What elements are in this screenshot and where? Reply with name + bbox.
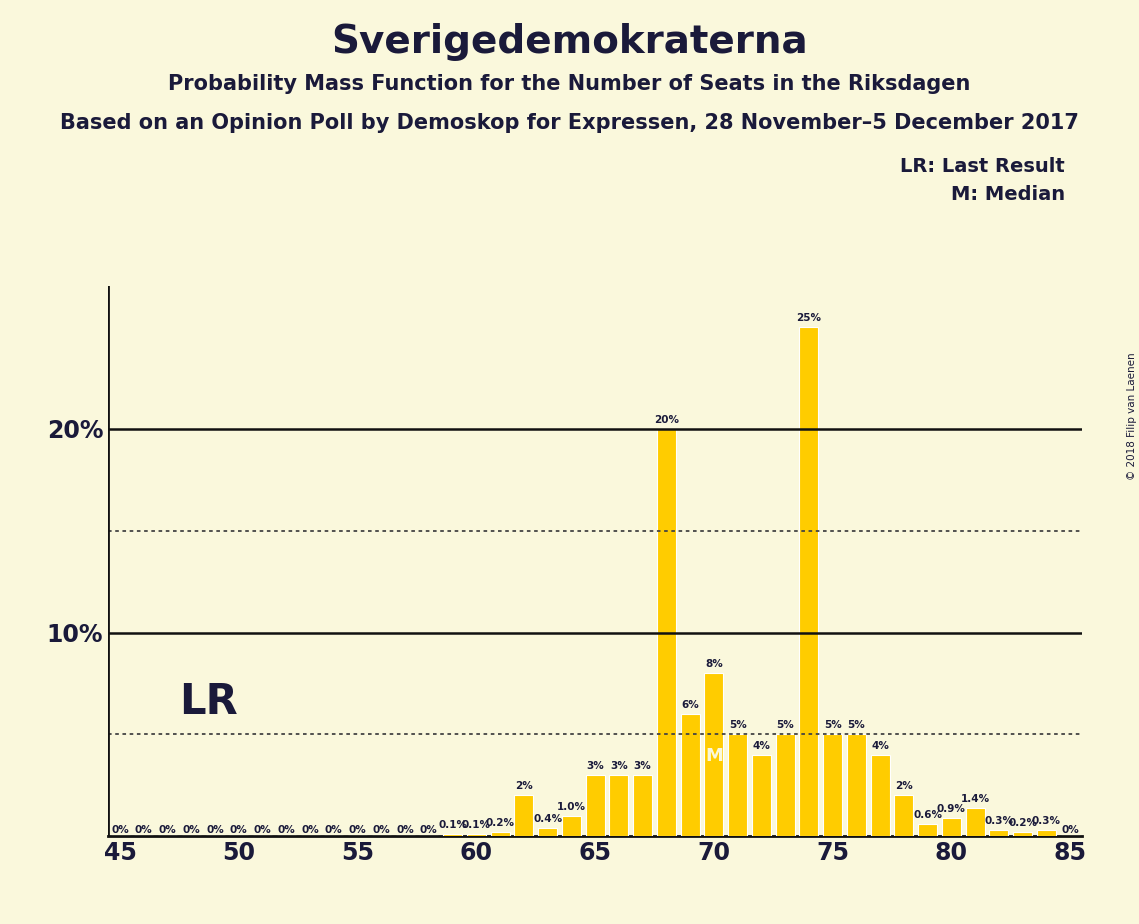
Text: M: Median: M: Median [951, 185, 1065, 204]
Text: 0%: 0% [396, 825, 413, 835]
Text: 6%: 6% [681, 700, 699, 710]
Text: 0%: 0% [134, 825, 153, 835]
Text: 0.1%: 0.1% [439, 821, 467, 830]
Text: 0.4%: 0.4% [533, 814, 563, 824]
Bar [538, 828, 557, 836]
Bar [942, 818, 961, 836]
Text: © 2018 Filip van Laenen: © 2018 Filip van Laenen [1126, 352, 1137, 480]
Text: 5%: 5% [729, 721, 746, 730]
Text: Based on an Opinion Poll by Demoskop for Expressen, 28 November–5 December 2017: Based on an Opinion Poll by Demoskop for… [60, 113, 1079, 133]
Text: 0%: 0% [158, 825, 177, 835]
Text: 0%: 0% [278, 825, 295, 835]
Text: Sverigedemokraterna: Sverigedemokraterna [331, 23, 808, 61]
Text: 0%: 0% [325, 825, 343, 835]
Text: 4%: 4% [871, 741, 890, 750]
Text: 1.4%: 1.4% [960, 794, 990, 804]
Text: 0.3%: 0.3% [984, 816, 1014, 826]
Text: LR: LR [180, 681, 238, 723]
Bar [585, 775, 605, 836]
Text: 3%: 3% [587, 761, 604, 771]
Bar [515, 796, 533, 836]
Bar [609, 775, 629, 836]
Text: 2%: 2% [515, 782, 533, 792]
Bar [633, 775, 653, 836]
Text: 0%: 0% [420, 825, 437, 835]
Text: 0.2%: 0.2% [485, 818, 515, 828]
Text: 0%: 0% [230, 825, 247, 835]
Bar [657, 429, 675, 836]
Bar [681, 714, 699, 836]
Text: 0.3%: 0.3% [1032, 816, 1060, 826]
Text: 3%: 3% [633, 761, 652, 771]
Text: 0%: 0% [372, 825, 391, 835]
Text: Probability Mass Function for the Number of Seats in the Riksdagen: Probability Mass Function for the Number… [169, 74, 970, 94]
Bar [776, 735, 795, 836]
Bar [1036, 830, 1056, 836]
Bar [870, 755, 890, 836]
Text: 1.0%: 1.0% [557, 802, 585, 812]
Bar [467, 834, 486, 836]
Text: M: M [705, 747, 723, 765]
Bar [990, 830, 1008, 836]
Text: 0%: 0% [349, 825, 367, 835]
Bar [562, 816, 581, 836]
Text: 0%: 0% [206, 825, 224, 835]
Text: 0.6%: 0.6% [913, 810, 942, 820]
Bar [966, 808, 984, 836]
Text: 25%: 25% [796, 313, 821, 323]
Text: 0.2%: 0.2% [1008, 818, 1038, 828]
Bar [491, 833, 509, 836]
Text: 5%: 5% [823, 721, 842, 730]
Text: 0%: 0% [301, 825, 319, 835]
Text: 0%: 0% [182, 825, 200, 835]
Text: 2%: 2% [895, 782, 912, 792]
Bar [1014, 833, 1032, 836]
Text: 3%: 3% [611, 761, 628, 771]
Text: 0%: 0% [1062, 825, 1079, 835]
Bar [800, 327, 819, 836]
Bar [443, 834, 462, 836]
Text: 5%: 5% [847, 721, 866, 730]
Bar [752, 755, 771, 836]
Text: 0%: 0% [254, 825, 271, 835]
Bar [704, 674, 723, 836]
Text: 5%: 5% [777, 721, 794, 730]
Bar [728, 735, 747, 836]
Text: 0%: 0% [112, 825, 129, 835]
Text: 4%: 4% [753, 741, 770, 750]
Bar [918, 824, 937, 836]
Text: LR: Last Result: LR: Last Result [900, 157, 1065, 176]
Bar [823, 735, 842, 836]
Text: 8%: 8% [705, 659, 723, 669]
Text: 0.9%: 0.9% [937, 804, 966, 814]
Bar [894, 796, 913, 836]
Bar [847, 735, 866, 836]
Text: 20%: 20% [654, 415, 679, 425]
Text: 0.1%: 0.1% [462, 821, 491, 830]
